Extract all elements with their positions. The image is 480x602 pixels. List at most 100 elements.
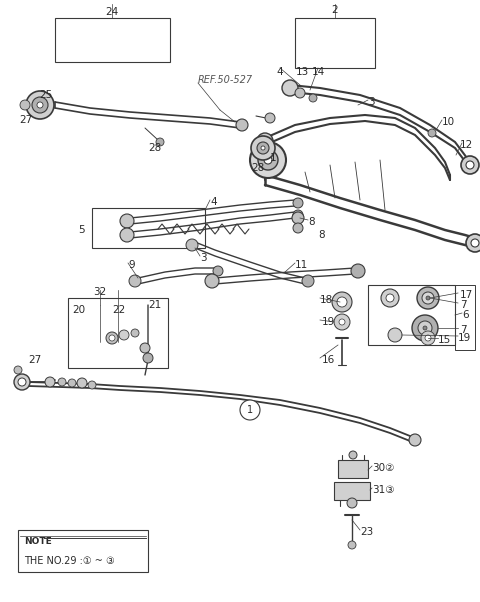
Circle shape <box>292 212 304 224</box>
Circle shape <box>156 138 164 146</box>
Text: 8: 8 <box>318 230 324 240</box>
Circle shape <box>106 332 118 344</box>
Circle shape <box>109 335 115 341</box>
Circle shape <box>120 214 134 228</box>
Circle shape <box>120 228 134 242</box>
Circle shape <box>264 156 272 164</box>
Circle shape <box>32 97 48 113</box>
Circle shape <box>14 366 22 374</box>
Bar <box>368 285 455 345</box>
Text: 17: 17 <box>460 290 473 300</box>
Circle shape <box>417 287 439 309</box>
Text: 22: 22 <box>112 305 125 315</box>
Text: 23: 23 <box>360 527 373 537</box>
Circle shape <box>119 330 129 340</box>
Text: 3: 3 <box>368 97 374 107</box>
Circle shape <box>339 319 345 325</box>
Circle shape <box>412 315 438 341</box>
Circle shape <box>293 210 303 220</box>
Text: 14: 14 <box>312 67 324 77</box>
Circle shape <box>20 100 30 110</box>
Text: 27: 27 <box>28 355 41 365</box>
Text: 13: 13 <box>295 67 309 77</box>
Bar <box>18 530 148 572</box>
Text: THE NO.29 :① ~ ③: THE NO.29 :① ~ ③ <box>24 556 115 566</box>
Text: 18: 18 <box>320 295 333 305</box>
Circle shape <box>351 264 365 278</box>
Text: 15: 15 <box>438 335 451 345</box>
Circle shape <box>140 343 150 353</box>
Circle shape <box>186 239 198 251</box>
Text: 19: 19 <box>322 317 335 327</box>
Circle shape <box>471 239 479 247</box>
Circle shape <box>261 146 265 150</box>
Circle shape <box>250 142 286 178</box>
Circle shape <box>293 223 303 233</box>
Circle shape <box>302 275 314 287</box>
Circle shape <box>58 378 66 386</box>
Text: 5: 5 <box>78 225 84 235</box>
Bar <box>55 18 170 62</box>
Circle shape <box>428 129 436 137</box>
Text: 16: 16 <box>322 355 335 365</box>
Text: 21: 21 <box>148 300 161 310</box>
Circle shape <box>257 133 273 149</box>
Circle shape <box>423 326 427 330</box>
Circle shape <box>461 156 479 174</box>
Circle shape <box>466 161 474 169</box>
Circle shape <box>14 374 30 390</box>
Bar <box>68 298 168 368</box>
Text: NOTE: NOTE <box>24 537 52 546</box>
Text: REF.50-527: REF.50-527 <box>198 75 253 85</box>
Circle shape <box>282 80 298 96</box>
Circle shape <box>426 296 430 300</box>
Circle shape <box>421 331 435 345</box>
Text: 28: 28 <box>148 143 162 153</box>
Text: 7: 7 <box>460 325 467 335</box>
Circle shape <box>388 328 402 342</box>
Text: 4: 4 <box>276 67 283 77</box>
Text: 2: 2 <box>332 5 338 15</box>
Circle shape <box>418 321 432 335</box>
Bar <box>338 460 368 478</box>
Circle shape <box>332 292 352 312</box>
Text: 7: 7 <box>460 300 467 310</box>
Bar <box>334 482 370 500</box>
Circle shape <box>334 314 350 330</box>
Circle shape <box>251 136 275 160</box>
Text: 24: 24 <box>106 7 119 17</box>
Circle shape <box>129 275 141 287</box>
Bar <box>455 285 475 350</box>
Circle shape <box>349 451 357 459</box>
Circle shape <box>257 142 269 154</box>
Circle shape <box>381 289 399 307</box>
Circle shape <box>386 294 394 302</box>
Circle shape <box>309 94 317 102</box>
Circle shape <box>425 335 431 341</box>
Circle shape <box>466 234 480 252</box>
Text: 11: 11 <box>295 260 308 270</box>
Circle shape <box>295 88 305 98</box>
Circle shape <box>409 434 421 446</box>
Circle shape <box>37 102 43 108</box>
Circle shape <box>131 329 139 337</box>
Circle shape <box>347 498 357 508</box>
Circle shape <box>88 381 96 389</box>
Circle shape <box>261 137 269 145</box>
Text: 9: 9 <box>128 260 134 270</box>
Text: 28: 28 <box>252 163 264 173</box>
Text: 1: 1 <box>247 405 253 415</box>
Circle shape <box>240 400 260 420</box>
Circle shape <box>337 297 347 307</box>
Text: 8: 8 <box>308 217 314 227</box>
Circle shape <box>18 378 26 386</box>
Circle shape <box>293 198 303 208</box>
Text: 25: 25 <box>39 90 53 100</box>
Circle shape <box>422 292 434 304</box>
Circle shape <box>348 541 356 549</box>
Text: 4: 4 <box>210 197 216 207</box>
Circle shape <box>143 353 153 363</box>
Text: 10: 10 <box>442 117 455 127</box>
Bar <box>92 208 205 248</box>
Text: 6: 6 <box>462 310 468 320</box>
